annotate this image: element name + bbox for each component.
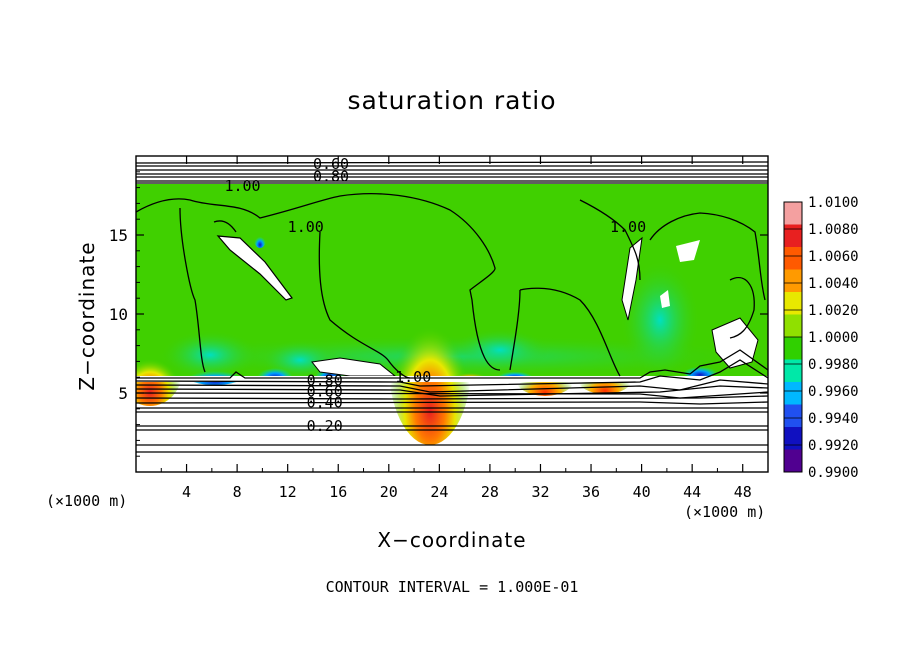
x-tick-label: 28 (481, 483, 499, 501)
colorbar-level-label: 1.0020 (808, 303, 859, 319)
colorbar-level-label: 1.0040 (808, 276, 859, 292)
x-tick-label: 40 (633, 483, 651, 501)
contour-label: 0.80 (313, 168, 349, 186)
y-tick-label: 5 (118, 384, 128, 403)
x-tick-label: 4 (182, 483, 191, 501)
colorbar-swatch (784, 337, 802, 360)
contour-label: 1.00 (395, 368, 431, 386)
colorbar-swatch (784, 202, 802, 225)
y-axis-label: Z−coordinate (75, 241, 99, 391)
contour-labels: 0.600.801.001.00 1.001.000.800.600.400.20 (224, 155, 646, 435)
colorbar: 1.0100 1.0080 1.0060 1.0040 1.0020 1.0000 0.99… (783, 195, 859, 481)
colorbar-level-label: 0.9940 (808, 411, 859, 427)
colorbar-level-label: 0.9960 (808, 384, 859, 400)
colorbar-swatch (784, 449, 802, 473)
y-tick-label: 15 (109, 226, 128, 245)
colorbar-swatch (784, 224, 802, 248)
contour-label: 1.00 (610, 218, 646, 236)
colorbar-level-label: 0.9900 (808, 465, 859, 481)
colorbar-level-label: 1.0060 (808, 249, 859, 265)
colorbar-swatch (784, 427, 802, 450)
x-tick-label: 36 (582, 483, 600, 501)
x-tick-label: 20 (380, 483, 398, 501)
colorbar-swatch (784, 382, 802, 405)
x-tick-label: 12 (279, 483, 297, 501)
colorbar-level-label: 1.0000 (808, 330, 859, 346)
x-tick-label: 48 (734, 483, 752, 501)
x-tick-label: 8 (233, 483, 242, 501)
chart-title: saturation ratio (347, 86, 557, 115)
colorbar-level-label: 0.9980 (808, 357, 859, 373)
x-unit-label-right: (×1000 m) (684, 503, 766, 521)
colorbar-swatch (784, 292, 802, 315)
colorbar-swatch (784, 247, 802, 270)
x-ticks: 4 8 12 16 20 24 28 32 36 40 44 48 (160, 156, 752, 501)
contour-label: 0.20 (307, 417, 343, 435)
colorbar-swatch (784, 269, 802, 293)
x-tick-label: 44 (683, 483, 701, 501)
contour-lines (136, 161, 768, 453)
x-tick-label: 16 (329, 483, 347, 501)
field-layer (136, 156, 768, 472)
contour-label: 1.00 (224, 177, 260, 195)
x-tick-label: 32 (531, 483, 549, 501)
colorbar-swatch (784, 314, 802, 338)
contour-label: 0.40 (307, 393, 343, 411)
x-unit-label-left: (×1000 m) (46, 492, 128, 510)
contour-label: 0.80 (307, 371, 343, 389)
contour-label: 1.00 (288, 218, 324, 236)
y-tick-label: 10 (109, 305, 128, 324)
colorbar-swatch (784, 359, 802, 383)
colorbar-swatch (784, 404, 802, 428)
contour-interval-note: CONTOUR INTERVAL = 1.000E-01 (325, 578, 579, 596)
y-ticks: 5 10 15 (109, 171, 768, 457)
colorbar-level-label: 0.9920 (808, 438, 859, 454)
contour-label: 0.60 (313, 155, 349, 173)
contour-label: 0.60 (307, 382, 343, 400)
colorbar-level-label: 1.0080 (808, 222, 859, 238)
x-tick-label: 24 (430, 483, 448, 501)
x-axis-label: X−coordinate (377, 528, 527, 552)
colorbar-level-label: 1.0100 (808, 195, 859, 211)
